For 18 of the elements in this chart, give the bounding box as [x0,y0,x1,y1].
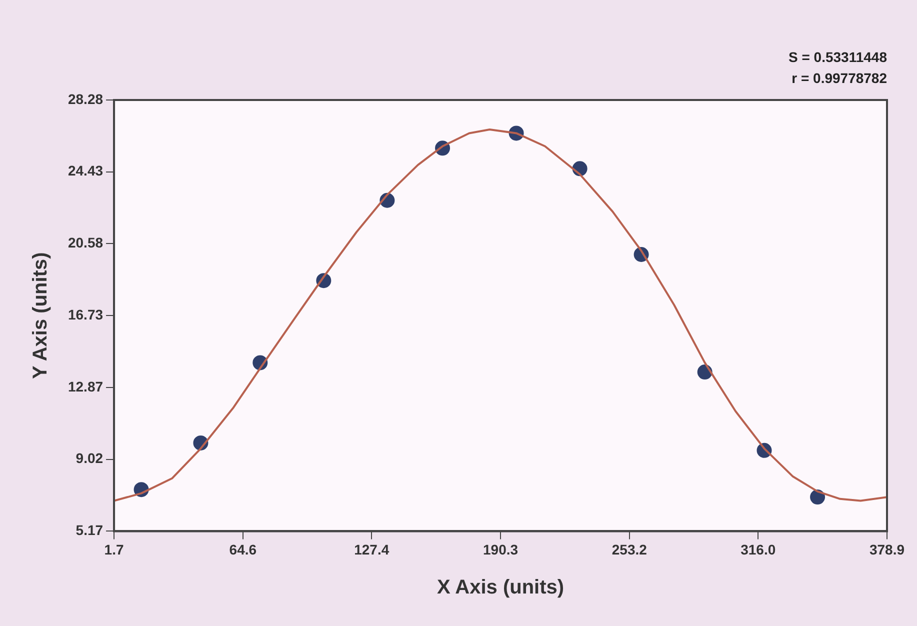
y-tick-label: 24.43 [68,162,104,179]
y-tick-label: 9.02 [76,450,104,466]
text: S = 0.53311448 [788,49,888,65]
y-tick-label: 5.17 [76,522,104,538]
y-tick-label: 20.58 [68,234,104,251]
y-tick-label: 28.28 [68,90,104,107]
x-tick-label: 127.4 [354,541,390,558]
x-tick-label: 64.6 [229,541,257,558]
x-axis-title: X Axis (units) [436,576,564,599]
y-tick-label: 12.87 [68,378,104,394]
y-axis-title: Y Axis (units) [30,252,52,379]
x-tick-label: 190.3 [482,541,518,558]
x-tick-label: 1.7 [104,541,124,558]
x-tick-label: 378.9 [869,541,905,558]
x-tick-label: 253.2 [612,541,648,558]
x-tick-label: 316.0 [740,541,776,558]
text: r = 0.99778782 [792,70,888,86]
y-tick-label: 16.73 [68,306,104,322]
